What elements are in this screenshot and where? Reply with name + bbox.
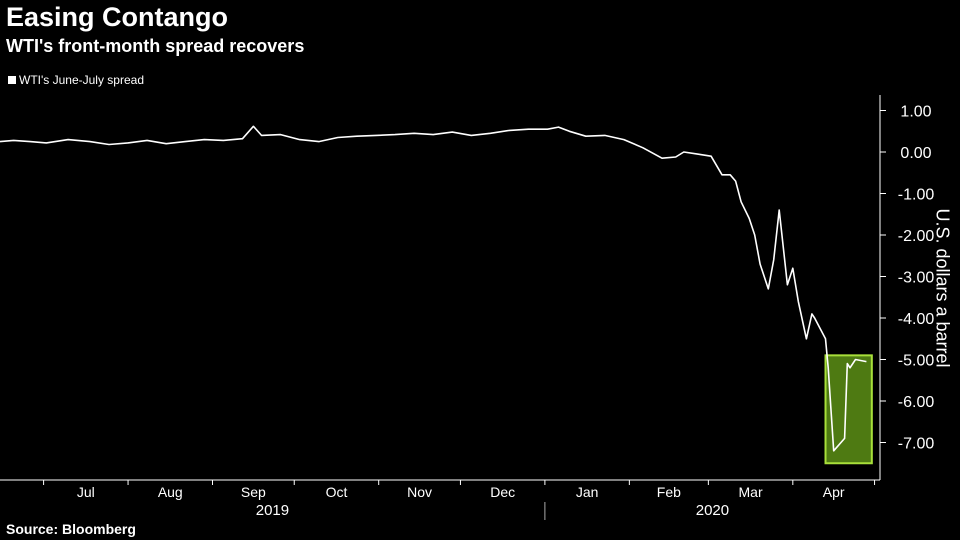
y-tick-label: -1.00 <box>898 187 935 204</box>
y-tick-label: 0.00 <box>900 145 931 162</box>
x-month-label: Jul <box>77 484 95 500</box>
x-month-label: Nov <box>407 484 432 500</box>
y-tick-label: -7.00 <box>898 436 935 453</box>
x-month-label: Aug <box>158 484 183 500</box>
x-month-label: Feb <box>657 484 681 500</box>
highlight-box <box>824 354 873 465</box>
x-month-label: Sep <box>241 484 266 500</box>
chart-subtitle: WTI's front-month spread recovers <box>6 36 305 56</box>
y-tick-label: -2.00 <box>898 228 935 245</box>
chart-title: Easing Contango <box>6 2 228 32</box>
x-year-label-2020: 2020 <box>696 502 729 519</box>
x-month-label: Mar <box>739 484 763 500</box>
legend-label: WTI's June-July spread <box>19 73 144 87</box>
x-month-label: Dec <box>490 484 515 500</box>
y-tick-label: -3.00 <box>898 270 935 287</box>
x-year-label-2019: 2019 <box>256 502 289 519</box>
y-tick-label: -4.00 <box>898 311 935 328</box>
source-note: Source: Bloomberg <box>6 521 136 537</box>
y-tick-label: 1.00 <box>900 104 931 121</box>
x-month-label: Jan <box>576 484 599 500</box>
y-tick-label: -6.00 <box>898 394 935 411</box>
x-month-label: Oct <box>326 484 348 500</box>
series-line-wti-june-july <box>0 125 867 452</box>
x-month-label: Apr <box>823 484 845 500</box>
y-tick-label: -5.00 <box>898 353 935 370</box>
legend-swatch <box>8 76 16 84</box>
legend: WTI's June-July spread <box>8 73 144 87</box>
